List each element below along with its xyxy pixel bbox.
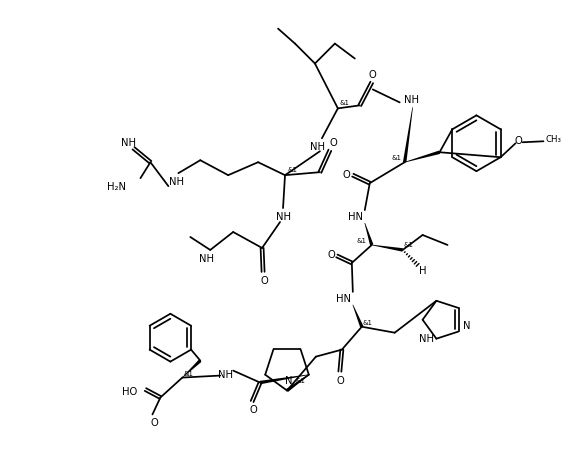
Text: O: O <box>151 419 158 428</box>
Polygon shape <box>353 305 363 327</box>
Text: NH: NH <box>404 95 418 106</box>
Text: &1: &1 <box>340 100 350 106</box>
Text: O: O <box>337 375 345 386</box>
Text: &1: &1 <box>287 167 297 173</box>
Polygon shape <box>260 375 309 384</box>
Text: NH: NH <box>199 254 214 264</box>
Text: &1: &1 <box>391 155 401 161</box>
Polygon shape <box>372 244 403 252</box>
Text: NH: NH <box>169 177 184 187</box>
Text: NH: NH <box>218 369 233 380</box>
Polygon shape <box>182 359 202 378</box>
Text: &1: &1 <box>183 370 193 376</box>
Text: &1: &1 <box>363 320 373 326</box>
Polygon shape <box>404 150 440 163</box>
Text: O: O <box>343 170 350 180</box>
Polygon shape <box>286 375 309 392</box>
Text: &1: &1 <box>296 378 306 384</box>
Polygon shape <box>364 223 373 245</box>
Text: O: O <box>249 406 257 415</box>
Text: H: H <box>419 266 427 276</box>
Text: O: O <box>327 250 335 260</box>
Text: NH: NH <box>419 334 434 344</box>
Text: NH: NH <box>311 142 325 152</box>
Text: N: N <box>463 321 471 332</box>
Text: NH: NH <box>275 212 291 222</box>
Text: NH: NH <box>121 138 136 148</box>
Text: O: O <box>329 138 337 148</box>
Text: HN: HN <box>336 294 352 304</box>
Text: HN: HN <box>348 212 363 222</box>
Text: &1: &1 <box>357 238 367 244</box>
Text: HO: HO <box>122 387 138 396</box>
Text: &1: &1 <box>404 242 414 248</box>
Text: O: O <box>369 70 377 81</box>
Text: CH₃: CH₃ <box>546 135 561 144</box>
Polygon shape <box>403 107 413 163</box>
Text: N: N <box>285 375 293 386</box>
Text: H₂N: H₂N <box>107 182 125 192</box>
Text: O: O <box>260 276 268 286</box>
Text: O: O <box>515 136 523 146</box>
